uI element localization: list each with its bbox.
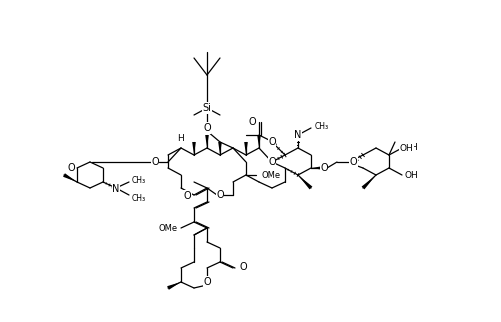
Polygon shape [167, 282, 181, 290]
Text: OH: OH [405, 143, 419, 151]
Text: O: O [183, 191, 191, 201]
Text: O: O [248, 117, 256, 127]
Text: O: O [216, 190, 224, 200]
Polygon shape [244, 142, 248, 155]
Text: CH₃: CH₃ [132, 194, 146, 203]
Text: O: O [268, 157, 276, 167]
Text: O: O [320, 163, 328, 173]
Text: CH₃: CH₃ [132, 175, 146, 185]
Text: O: O [151, 157, 159, 167]
Text: H: H [178, 134, 184, 143]
Text: OH: OH [405, 171, 419, 179]
Polygon shape [257, 135, 261, 148]
Polygon shape [311, 166, 324, 170]
Text: CH₃: CH₃ [315, 121, 329, 130]
Polygon shape [63, 173, 77, 182]
Text: Si: Si [202, 103, 211, 113]
Polygon shape [205, 135, 209, 148]
Text: O: O [350, 157, 358, 167]
Text: OH: OH [400, 144, 414, 153]
Text: O: O [268, 137, 276, 147]
Text: OMe: OMe [262, 171, 281, 179]
Polygon shape [218, 142, 222, 155]
Text: O: O [240, 262, 247, 272]
Text: O: O [203, 277, 211, 287]
Text: OMe: OMe [159, 223, 178, 232]
Text: O: O [67, 163, 75, 173]
Polygon shape [298, 175, 313, 189]
Polygon shape [362, 175, 376, 189]
Text: O: O [203, 123, 211, 133]
Polygon shape [192, 142, 196, 155]
Text: N: N [294, 130, 302, 140]
Text: N: N [112, 184, 120, 194]
